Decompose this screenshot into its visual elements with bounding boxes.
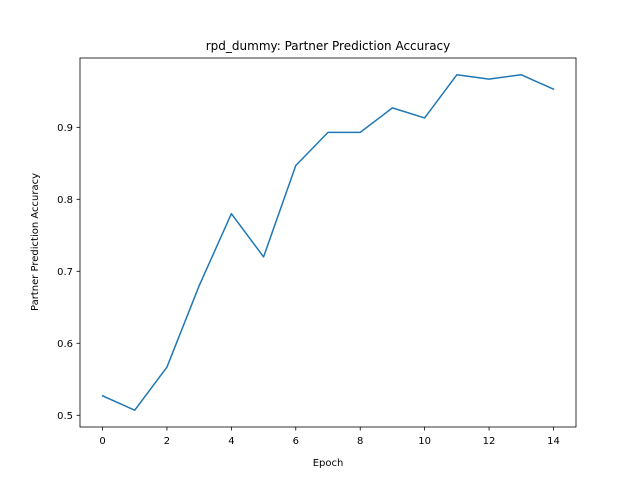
axes-frame — [79, 57, 577, 428]
plot-area: 0 2 4 6 8 10 12 14 0.5 0.6 0.7 0.8 0.9 — [57, 57, 577, 447]
x-tick-label: 8 — [357, 436, 363, 447]
x-tick-label: 2 — [164, 436, 170, 447]
chart-title: rpd_dummy: Partner Prediction Accuracy — [206, 39, 451, 53]
x-tick-label: 14 — [547, 436, 560, 447]
y-axis-label: Partner Prediction Accuracy — [30, 173, 41, 311]
series-line-0 — [101, 74, 555, 411]
y-tick-label: 0.7 — [57, 267, 73, 278]
y-tick-label: 0.9 — [57, 123, 73, 134]
y-tick-label: 0.5 — [57, 411, 73, 422]
x-tick-label: 4 — [228, 436, 234, 447]
x-tick-label: 0 — [99, 436, 105, 447]
x-tick-label: 6 — [293, 436, 299, 447]
y-tick-label: 0.8 — [57, 195, 73, 206]
x-tick-label: 10 — [418, 436, 431, 447]
x-axis-label: Epoch — [313, 458, 344, 469]
x-tick-label: 12 — [483, 436, 496, 447]
y-tick-label: 0.6 — [57, 339, 73, 350]
